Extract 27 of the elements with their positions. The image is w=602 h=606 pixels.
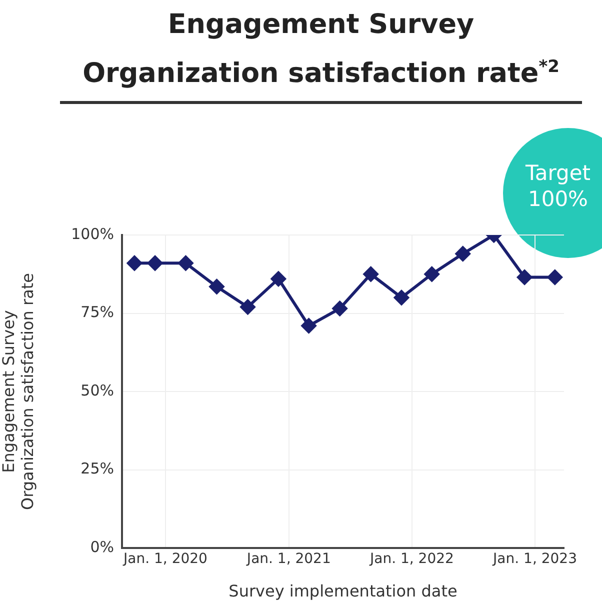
point xyxy=(517,270,532,285)
point xyxy=(301,318,316,334)
point xyxy=(394,290,409,306)
x-tick-label: Jan. 1, 2023 xyxy=(492,551,577,568)
y-tick-label: 50% xyxy=(80,381,114,400)
point xyxy=(363,266,378,282)
y-tick-label: 100% xyxy=(71,224,114,243)
point xyxy=(455,246,470,262)
x-tick-label: Jan. 1, 2021 xyxy=(246,551,331,568)
text: Target 100% xyxy=(524,160,592,212)
y-tick-label: 75% xyxy=(80,303,114,322)
point xyxy=(126,256,142,271)
x-axis-title: Survey implementation date xyxy=(228,582,458,601)
y-tick-label: 25% xyxy=(80,460,114,478)
x-tick-label: Jan. 1, 2020 xyxy=(122,551,208,568)
point xyxy=(240,299,256,314)
y-axis-title: Engagement Survey Organization satisfaction rate xyxy=(0,272,37,510)
chart-title: Engagement Survey Organization satisfaction rate$^{*2}$ xyxy=(82,8,560,91)
point xyxy=(148,256,163,271)
point xyxy=(209,279,224,294)
point xyxy=(178,256,194,271)
point xyxy=(424,266,440,282)
y-tick-label: 0% xyxy=(90,538,114,556)
point xyxy=(332,301,348,316)
x-tick-label: Jan. 1, 2022 xyxy=(368,551,454,568)
point xyxy=(547,270,562,285)
point xyxy=(270,271,286,286)
